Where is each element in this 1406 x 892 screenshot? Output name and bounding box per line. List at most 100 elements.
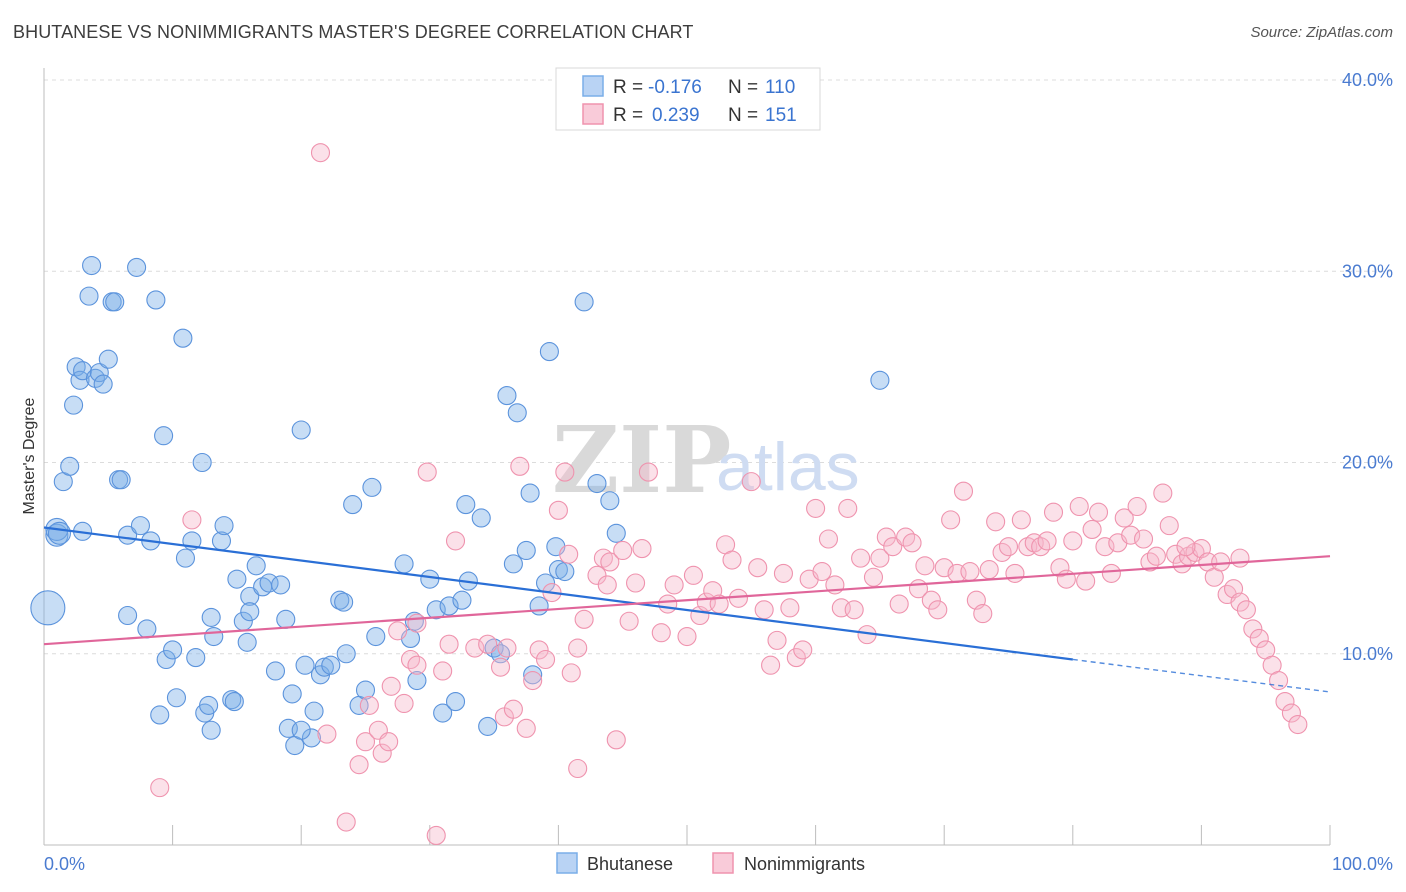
point-0-42	[227, 569, 247, 589]
series-legend: Bhutanese Nonimmigrants	[556, 852, 865, 874]
point-1-95	[960, 561, 980, 582]
point-1-90	[928, 600, 948, 620]
point-0-51	[276, 609, 296, 629]
y-axis-title: Master's Degree	[21, 397, 38, 514]
series-label-bhutanese: Bhutanese	[587, 854, 673, 874]
point-0-58	[304, 701, 324, 721]
point-0-101	[606, 523, 626, 543]
point-0-25	[154, 426, 174, 446]
point-0-89	[516, 540, 536, 561]
point-0-61	[321, 655, 341, 675]
series-1-points	[150, 143, 1308, 845]
point-1-91	[934, 558, 954, 578]
point-1-28	[516, 718, 536, 738]
point-1-88	[915, 556, 935, 576]
point-1-35	[559, 544, 579, 564]
point-0-27	[163, 640, 183, 660]
point-1-150	[1230, 548, 1250, 568]
point-1-21	[465, 638, 485, 658]
point-0-36	[201, 607, 221, 627]
point-0-21	[130, 516, 150, 536]
point-0-97	[555, 561, 575, 582]
trend-line-ext-0	[1072, 658, 1331, 693]
series-label-nonimmigrants: Nonimmigrants	[744, 854, 865, 874]
point-0-11	[85, 368, 105, 388]
point-1-114	[1082, 519, 1102, 539]
point-1-65	[767, 630, 787, 650]
point-0-83	[478, 716, 498, 736]
point-0-20	[127, 257, 147, 277]
point-0-100	[600, 491, 620, 511]
point-1-53	[683, 565, 703, 585]
point-0-35	[199, 695, 219, 715]
point-1-122	[1133, 529, 1154, 549]
legend-n-label-1: N =	[728, 77, 758, 98]
point-1-5	[349, 755, 369, 775]
point-1-4	[336, 812, 356, 832]
point-1-59	[722, 550, 742, 570]
point-1-47	[632, 539, 652, 559]
point-1-18	[433, 661, 453, 681]
y-tick-label-0: 10.0%	[1342, 644, 1393, 664]
point-0-13	[93, 374, 113, 394]
point-0-46	[246, 556, 266, 576]
point-0-18	[111, 470, 131, 490]
point-0-28	[166, 688, 187, 708]
point-1-33	[548, 500, 568, 520]
point-1-144	[1275, 692, 1295, 712]
point-1-38	[574, 609, 594, 629]
y-tick-label-3: 40.0%	[1342, 70, 1393, 90]
legend-swatch-bhutanese	[582, 75, 604, 97]
x-tick-label-0: 0.0%	[44, 854, 85, 874]
point-1-64	[761, 655, 781, 675]
point-0-26	[156, 649, 176, 670]
point-1-22	[478, 634, 498, 654]
point-0-24	[146, 290, 166, 310]
point-1-103	[1011, 510, 1031, 530]
point-0-103	[240, 602, 260, 622]
point-1-16	[417, 462, 437, 482]
point-1-89	[921, 590, 941, 610]
point-0-32	[186, 648, 206, 668]
point-0-99	[587, 473, 607, 494]
point-0-64	[336, 644, 356, 664]
point-1-113	[1076, 571, 1096, 591]
point-0-98	[574, 292, 594, 312]
point-1-44	[613, 540, 633, 561]
point-1-42	[600, 552, 620, 572]
point-1-140	[1249, 628, 1269, 649]
point-1-61	[741, 472, 761, 492]
point-1-109	[1050, 558, 1070, 578]
series-0-points	[30, 255, 890, 756]
point-1-82	[876, 527, 896, 547]
point-1-119	[1114, 508, 1134, 528]
point-1-9	[372, 743, 392, 763]
point-1-101	[998, 537, 1019, 557]
legend-swatch-nonimmigrants	[582, 103, 604, 125]
point-0-73	[407, 670, 427, 691]
point-1-78	[851, 548, 871, 568]
point-1-13	[394, 693, 414, 714]
legend-n-label-2: N =	[728, 105, 758, 126]
trend-line-1	[43, 555, 1331, 646]
point-1-29	[523, 670, 543, 691]
point-1-27	[510, 456, 530, 476]
point-1-117	[1101, 563, 1121, 583]
point-1-39	[587, 565, 607, 585]
point-0-107	[118, 605, 138, 626]
point-0-45	[240, 586, 260, 606]
point-1-111	[1063, 531, 1083, 551]
point-1-99	[986, 512, 1006, 532]
point-0-78	[445, 692, 466, 712]
point-1-80	[863, 567, 884, 587]
point-1-137	[1230, 592, 1250, 612]
point-0-44	[237, 632, 257, 652]
point-1-108	[1043, 502, 1064, 522]
point-0-33	[192, 452, 212, 473]
point-1-146	[1288, 714, 1308, 735]
x-tick-labels: 0.0% 100.0%	[44, 854, 1393, 874]
point-0-29	[173, 328, 193, 348]
point-0-104	[291, 720, 311, 740]
point-0-49	[265, 661, 286, 681]
